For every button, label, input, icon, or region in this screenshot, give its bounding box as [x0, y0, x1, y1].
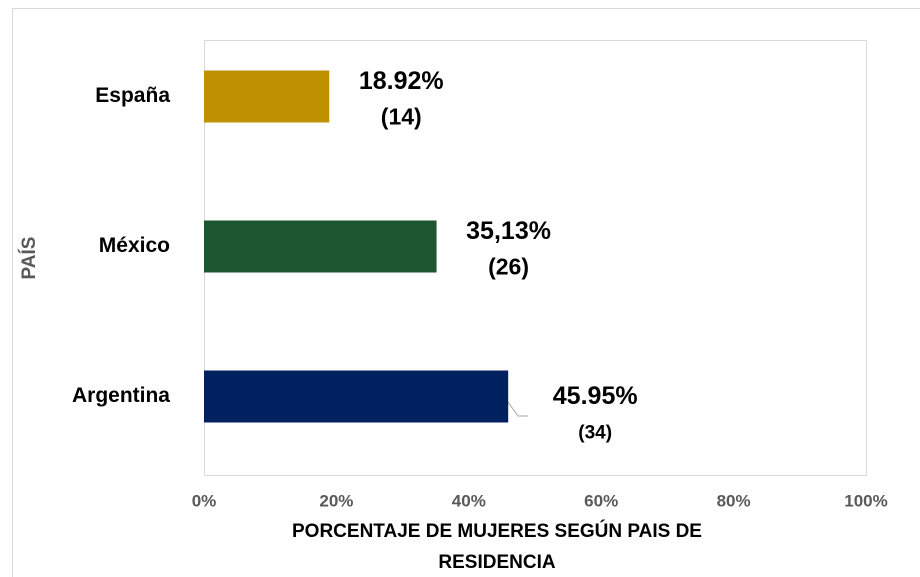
x-tick-label: 60% — [584, 491, 618, 510]
y-tick-label: España — [95, 84, 170, 107]
value-label: 45.95% — [553, 382, 638, 410]
count-label: (14) — [381, 104, 422, 130]
value-label: 35,13% — [466, 217, 551, 245]
x-tick-label: 20% — [319, 491, 353, 510]
x-tick-label: 80% — [717, 491, 751, 510]
count-label: (26) — [488, 254, 529, 280]
count-label: (34) — [578, 423, 612, 444]
x-tick-label: 40% — [452, 491, 486, 510]
leader-line — [507, 401, 528, 417]
y-tick-label: Argentina — [72, 384, 170, 407]
x-axis-label: PORCENTAJE DE MUJERES SEGÚN PAIS DE — [292, 520, 702, 542]
value-label: 18.92% — [359, 67, 444, 95]
bar — [204, 220, 437, 273]
bar — [204, 370, 509, 423]
chart-border — [12, 8, 920, 577]
y-tick-label: México — [99, 234, 170, 257]
x-tick-label: 100% — [844, 491, 887, 510]
bar — [204, 70, 330, 123]
x-tick-label: 0% — [192, 491, 217, 510]
x-axis-label: RESIDENCIA — [438, 552, 555, 573]
y-axis-label: PAÍS — [18, 237, 40, 280]
